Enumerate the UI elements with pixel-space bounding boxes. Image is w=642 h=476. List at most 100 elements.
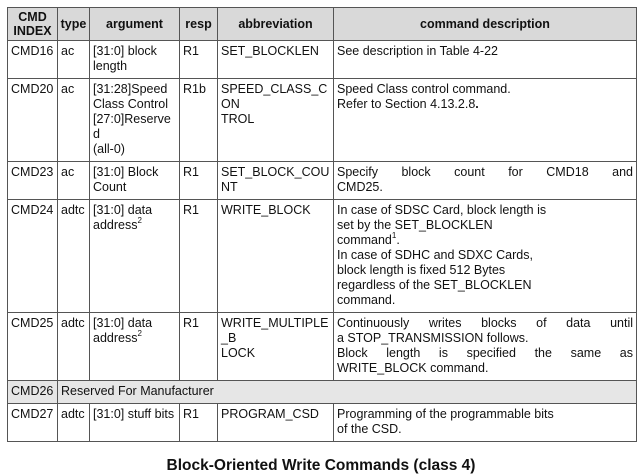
cell-line: Programming of the programmable bits (337, 407, 633, 422)
resp-cell: R1b (179, 78, 218, 162)
cell-line: Continuously writes blocks of data until (337, 316, 633, 330)
type-cell: ac (57, 78, 90, 162)
text: [31:0] block (93, 44, 157, 58)
abbreviation-cell: WRITE_BLOCK (217, 199, 334, 313)
command-table: CMD INDEX type argument resp abbreviation comm… (7, 7, 637, 442)
text: . (396, 233, 400, 247)
cell-line: See description in Table 4-22 (337, 44, 633, 59)
table-row: CMD16 ac [31:0] block length R1 SET_BLOCKLEN S… (7, 40, 637, 79)
resp-cell: R1 (179, 161, 218, 200)
abbreviation-cell: SET_BLOCKLEN (217, 40, 334, 79)
abbreviation-cell: PROGRAM_CSD (217, 403, 334, 442)
text: See description in Table 4-22 (337, 44, 498, 58)
table-row: CMD24 adtc [31:0] data address2 R1 WRITE_BLOC… (7, 199, 637, 313)
text: [31:0] Block (93, 165, 159, 179)
cmd-index-cell: CMD27 (7, 403, 58, 442)
text: WRITE_MULTIPLE_B (221, 316, 329, 345)
cell-line: [27:0]Reserved (93, 112, 176, 142)
header-text: command description (420, 17, 550, 31)
cell-line: regardless of the SET_BLOCKLEN (337, 278, 633, 293)
text: of the CSD. (337, 422, 402, 436)
text: [31:0] stuff bits (93, 407, 175, 421)
cell-line: Speed Class control command. (337, 82, 633, 97)
table-row: CMD20 ac [31:28]Speed Class Control [27:0]Re… (7, 78, 637, 162)
text: SET_BLOCK_COUNT (221, 165, 330, 194)
text: In case of SDHC and SDXC Cards, (337, 248, 533, 262)
cell-line: CMD25. (337, 180, 633, 195)
cell-line: Specify block count for CMD18 and (337, 165, 633, 179)
description-cell: See description in Table 4-22 (333, 40, 637, 79)
footnote-ref: 1 (391, 231, 397, 240)
text: regardless of the SET_BLOCKLEN (337, 278, 532, 292)
text: command (337, 233, 392, 247)
cell-line: SET_BLOCK_COUNT (221, 165, 330, 195)
abbreviation-cell: SPEED_CLASS_CON TROL (217, 78, 334, 162)
argument-cell: [31:0] data address2 (89, 312, 180, 381)
cell-line: block length is fixed 512 Bytes (337, 263, 633, 278)
text: TROL (221, 112, 255, 126)
header-text: abbreviation (238, 17, 313, 31)
header-text: CMD (18, 10, 47, 24)
cell-line: length (93, 59, 176, 74)
text: [31:0] data (93, 203, 153, 217)
header-type: type (57, 7, 90, 41)
cell-line: WRITE_MULTIPLE_B (221, 316, 330, 346)
text: (all-0) (93, 142, 125, 156)
cell-line: WRITE_BLOCK (221, 203, 330, 218)
text: command. (337, 293, 396, 307)
cell-line: command1. (337, 231, 633, 248)
text: set by the SET_BLOCKLEN (337, 218, 493, 232)
description-cell: Continuously writes blocks of data until… (333, 312, 637, 381)
text: PROGRAM_CSD (221, 407, 319, 421)
cell-line: In case of SDHC and SDXC Cards, (337, 248, 633, 263)
type-cell: ac (57, 161, 90, 200)
text: SPEED_CLASS_CON (221, 82, 328, 111)
footnote-ref: 2 (137, 329, 142, 338)
cmd-index-cell: CMD23 (7, 161, 58, 200)
type-cell: ac (57, 40, 90, 79)
header-text: type (60, 17, 87, 31)
resp-cell: R1 (179, 199, 218, 313)
argument-cell: [31:0] data address2 (89, 199, 180, 313)
table-caption: Block-Oriented Write Commands (class 4) (166, 457, 476, 474)
abbreviation-cell: WRITE_MULTIPLE_B LOCK (217, 312, 334, 381)
text: length (93, 59, 128, 73)
header-row: CMD INDEX type argument resp abbreviation comm… (7, 7, 637, 41)
description-cell: Programming of the programmable bits of t… (333, 403, 637, 442)
cmd-index-cell: CMD25 (7, 312, 58, 381)
text: WRITE_BLOCK (221, 203, 311, 217)
header-text: argument (106, 17, 163, 31)
header-text: INDEX (13, 24, 52, 38)
text: CMD25. (337, 180, 383, 194)
table-row: CMD25 adtc [31:0] data address2 R1 WRITE_MULT… (7, 312, 637, 381)
text: Count (93, 180, 127, 194)
argument-cell: [31:0] Block Count (89, 161, 180, 200)
table-row: CMD23 ac [31:0] Block Count R1 SET_BLOCK_COUN… (7, 161, 637, 200)
abbreviation-cell: SET_BLOCK_COUNT (217, 161, 334, 200)
header-argument: argument (89, 7, 180, 41)
footnote-ref: 2 (137, 216, 142, 225)
resp-cell: R1 (179, 40, 218, 79)
cell-line: [31:28]Speed (93, 82, 176, 97)
text: address (93, 218, 138, 232)
text: address (93, 331, 138, 345)
cmd-index-cell: CMD24 (7, 199, 58, 313)
cmd-index-cell: CMD26 (7, 380, 58, 404)
bold-text: . (475, 97, 479, 111)
cell-line: Block length is specified the same as (337, 346, 633, 360)
argument-cell: [31:0] block length (89, 40, 180, 79)
cell-line: Class Control (93, 97, 176, 112)
cell-line: Count (93, 180, 176, 195)
cmd-index-cell: CMD20 (7, 78, 58, 162)
type-cell: adtc (57, 199, 90, 313)
header-resp: resp (179, 7, 218, 41)
cell-line: Refer to Section 4.13.2.8. (337, 97, 633, 112)
cell-line: [31:0] block (93, 44, 176, 59)
argument-cell: [31:28]Speed Class Control [27:0]Reserved(… (89, 78, 180, 162)
cell-line: a STOP_TRANSMISSION follows. (337, 331, 633, 346)
type-cell: adtc (57, 312, 90, 381)
argument-cell: [31:0] stuff bits (89, 403, 180, 442)
text: In case of SDSC Card, block length is (337, 203, 547, 217)
cell-line: address2 (93, 329, 176, 346)
cell-line: TROL (221, 112, 330, 127)
